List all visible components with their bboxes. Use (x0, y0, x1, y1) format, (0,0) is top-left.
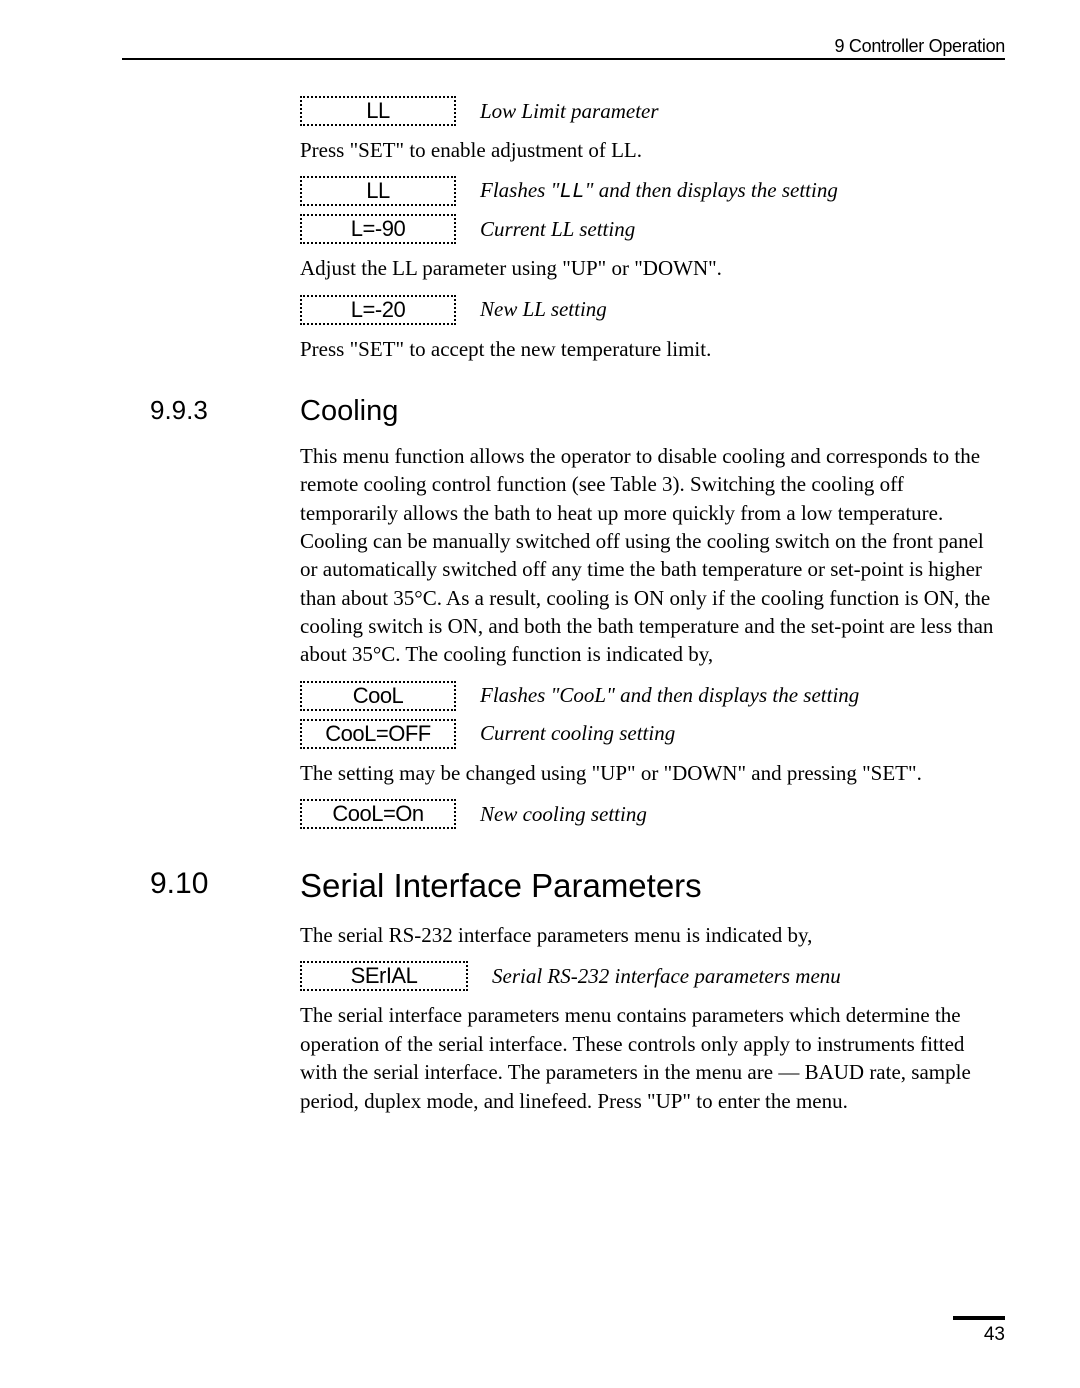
desc-text: Flashes " (480, 178, 559, 202)
lcd-display: CooL=OFF (300, 719, 456, 749)
page-content: LL Low Limit parameter Press "SET" to en… (300, 88, 1000, 1127)
header-rule (122, 58, 1005, 60)
display-row: L=-90 Current LL setting (300, 214, 1000, 244)
desc-text: " and then displays the setting (585, 178, 838, 202)
section-title: Cooling (300, 395, 398, 428)
lcd-display: CooL (300, 681, 456, 711)
section-heading-993: 9.9.3 Cooling (300, 395, 1000, 428)
section-number: 9.9.3 (150, 395, 208, 426)
section-number: 9.10 (150, 867, 208, 901)
page-header: 9 Controller Operation (835, 36, 1006, 57)
lcd-description: Current LL setting (480, 217, 635, 242)
lcd-display: L=-20 (300, 295, 456, 325)
lcd-display: SErIAL (300, 961, 468, 991)
display-row: CooL=On New cooling setting (300, 799, 1000, 829)
body-paragraph: Press "SET" to enable adjustment of LL. (300, 136, 1000, 164)
lcd-description: New LL setting (480, 297, 607, 322)
lcd-display: LL (300, 176, 456, 206)
display-row: LL Low Limit parameter (300, 96, 1000, 126)
body-paragraph: This menu function allows the operator t… (300, 442, 1000, 669)
display-row: L=-20 New LL setting (300, 295, 1000, 325)
display-row: SErIAL Serial RS-232 interface parameter… (300, 961, 1000, 991)
body-paragraph: The serial RS-232 interface parameters m… (300, 921, 1000, 949)
lcd-display: CooL=On (300, 799, 456, 829)
lcd-description: New cooling setting (480, 802, 647, 827)
display-row: CooL=OFF Current cooling setting (300, 719, 1000, 749)
section-title: Serial Interface Parameters (300, 867, 702, 905)
lcd-description: Low Limit parameter (480, 99, 659, 124)
section-heading-910: 9.10 Serial Interface Parameters (300, 867, 1000, 905)
page-number: 43 (953, 1316, 1005, 1346)
lcd-description: Current cooling setting (480, 721, 675, 746)
lcd-description: Serial RS-232 interface parameters menu (492, 964, 841, 989)
lcd-display: LL (300, 96, 456, 126)
desc-mono: LL (559, 181, 584, 204)
body-paragraph: The setting may be changed using "UP" or… (300, 759, 1000, 787)
body-paragraph: Adjust the LL parameter using "UP" or "D… (300, 254, 1000, 282)
body-paragraph: Press "SET" to accept the new temperatur… (300, 335, 1000, 363)
lcd-description: Flashes "LL" and then displays the setti… (480, 178, 838, 204)
body-paragraph: The serial interface parameters menu con… (300, 1001, 1000, 1114)
lcd-description: Flashes "CooL" and then displays the set… (480, 683, 859, 708)
lcd-display: L=-90 (300, 214, 456, 244)
display-row: LL Flashes "LL" and then displays the se… (300, 176, 1000, 206)
display-row: CooL Flashes "CooL" and then displays th… (300, 681, 1000, 711)
